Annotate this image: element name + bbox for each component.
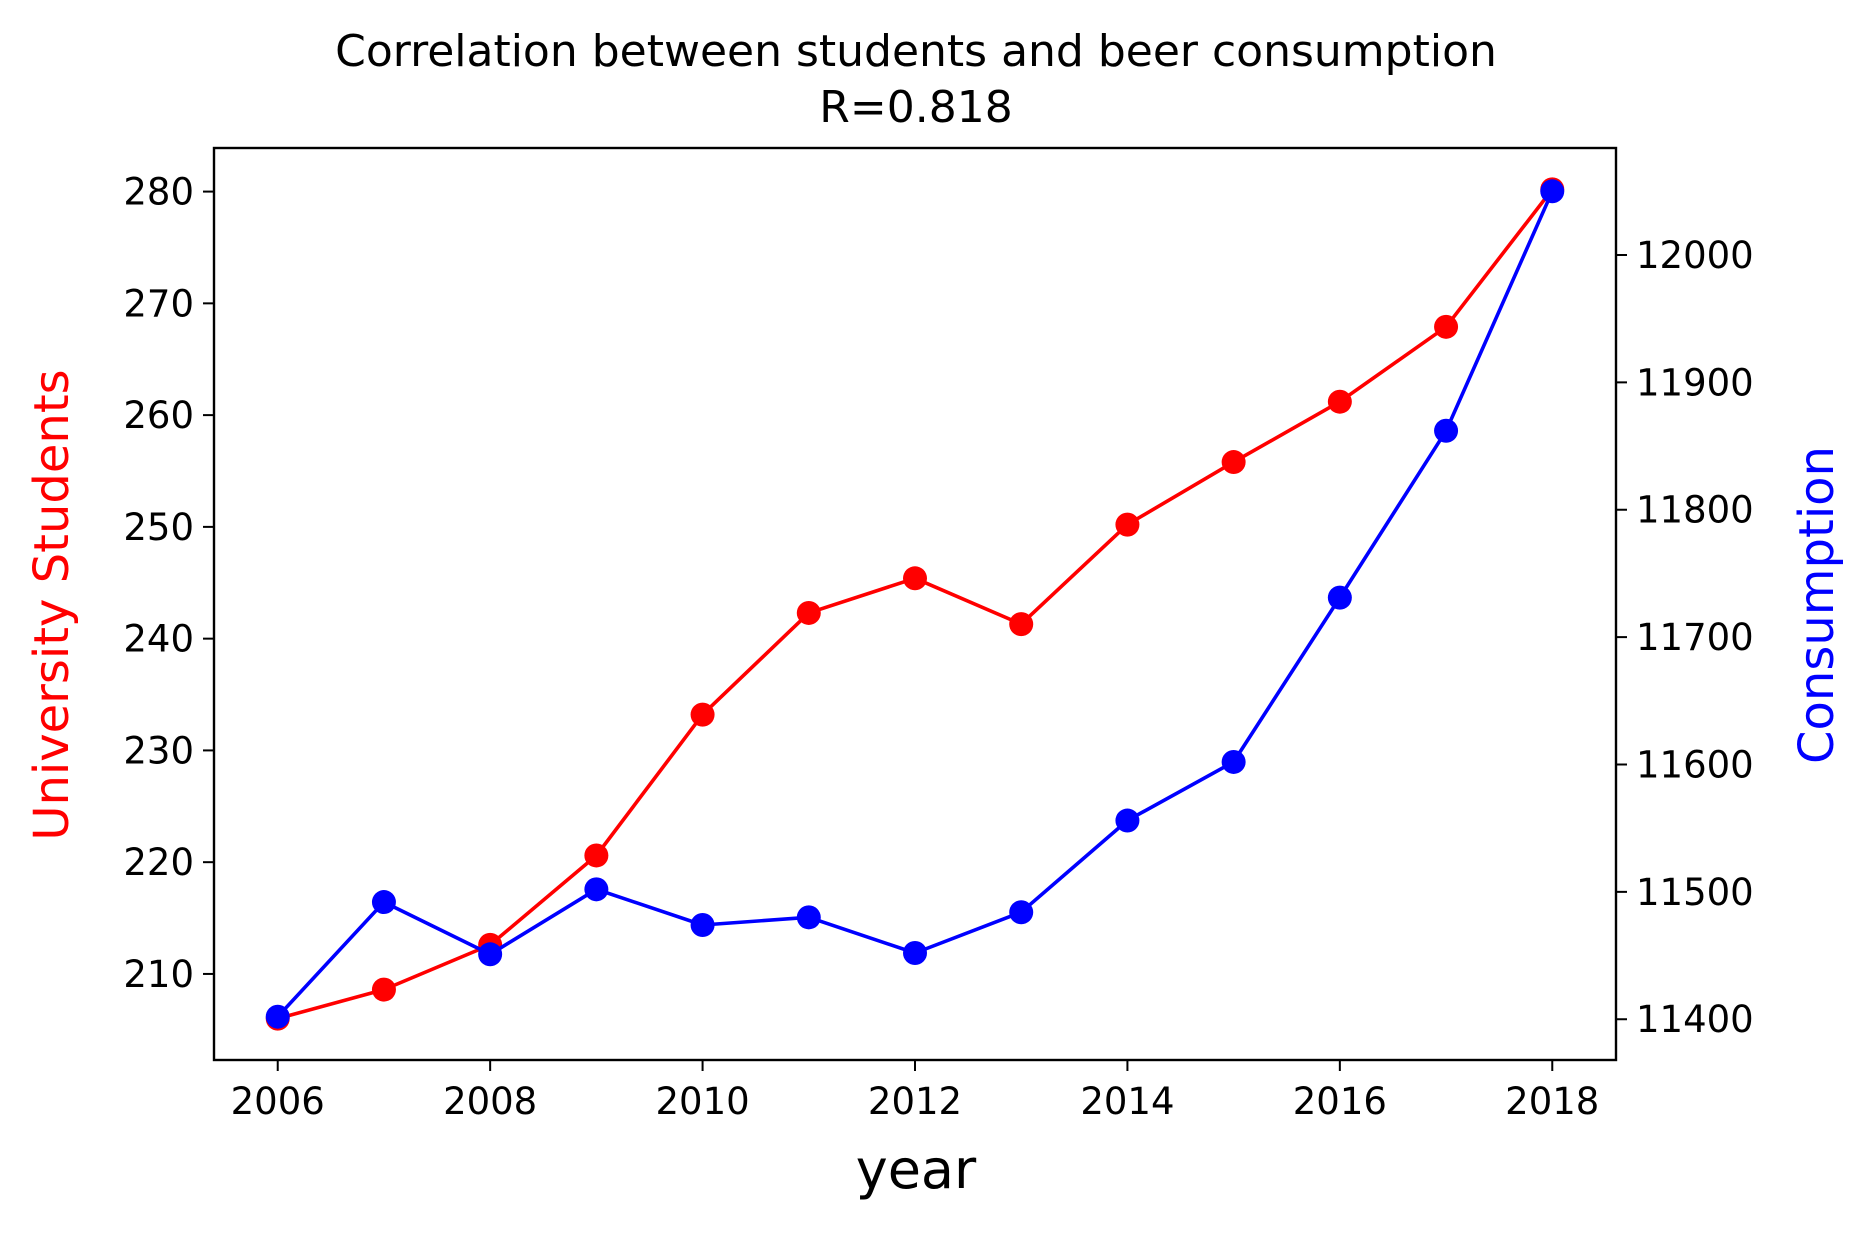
x-tick-label: 2012 <box>868 1080 962 1123</box>
y-left-tick-label: 240 <box>123 618 194 661</box>
data-point-consumption <box>1009 900 1034 925</box>
data-point-students <box>584 843 609 868</box>
data-point-consumption <box>478 942 503 967</box>
y-right-tick-label: 11900 <box>1636 361 1754 404</box>
data-point-consumption <box>371 890 396 915</box>
data-point-consumption <box>690 912 715 937</box>
x-tick-label: 2006 <box>231 1080 325 1123</box>
data-point-consumption <box>1221 749 1246 774</box>
data-point-consumption <box>796 905 821 930</box>
y-left-tick-label: 210 <box>123 953 194 996</box>
chart-title: Correlation between students and beer co… <box>335 26 1497 77</box>
series-line-students <box>277 188 1554 1021</box>
series-line-consumption <box>276 190 1554 1018</box>
plot-area: 2006 2008 2010 2012 2014 2016 2018 210 220 230 240… <box>123 146 1754 1123</box>
data-point-students <box>1221 450 1246 475</box>
x-axis-label: year <box>856 1138 977 1201</box>
data-point-consumption <box>903 941 927 966</box>
y-left-tick-label: 270 <box>123 282 194 325</box>
x-tick-label: 2018 <box>1505 1080 1599 1123</box>
x-tick-label: 2014 <box>1080 1080 1174 1123</box>
x-tick-label: 2010 <box>655 1080 749 1123</box>
y-right-tick-label: 12000 <box>1636 234 1754 277</box>
y-right-tick-label: 11600 <box>1636 743 1754 786</box>
data-point-consumption <box>584 877 609 902</box>
y-right-tick-label: 11800 <box>1636 489 1754 532</box>
y-left-tick-label: 280 <box>123 171 194 214</box>
y-right-tick-label: 11400 <box>1636 998 1754 1041</box>
y-left-tick-label: 260 <box>123 394 194 437</box>
data-point-students <box>903 566 927 591</box>
data-point-students <box>690 702 715 727</box>
data-point-consumption <box>1115 808 1140 833</box>
y-axis-label-right: Consumption <box>1789 446 1845 764</box>
data-point-students <box>1009 612 1034 637</box>
x-tick-label: 2016 <box>1293 1080 1387 1123</box>
data-point-students <box>1434 314 1459 339</box>
y-axis-label-left: University Students <box>24 369 80 840</box>
y-right-tick-label: 11500 <box>1636 871 1754 914</box>
data-point-students <box>1115 512 1140 537</box>
data-point-students <box>371 977 396 1002</box>
data-point-consumption <box>1434 418 1459 443</box>
data-point-students <box>796 600 821 625</box>
y-left-tick-label: 230 <box>123 729 194 772</box>
chart-subtitle: R=0.818 <box>819 82 1012 133</box>
y-left-tick-label: 250 <box>123 506 194 549</box>
data-point-students <box>1327 389 1352 414</box>
y-right-tick-label: 11700 <box>1636 616 1754 659</box>
data-point-consumption <box>1540 179 1565 204</box>
x-tick-label: 2008 <box>443 1080 537 1123</box>
data-point-consumption <box>1327 585 1352 610</box>
y-left-tick-label: 220 <box>123 841 194 884</box>
data-point-consumption <box>265 1004 290 1029</box>
